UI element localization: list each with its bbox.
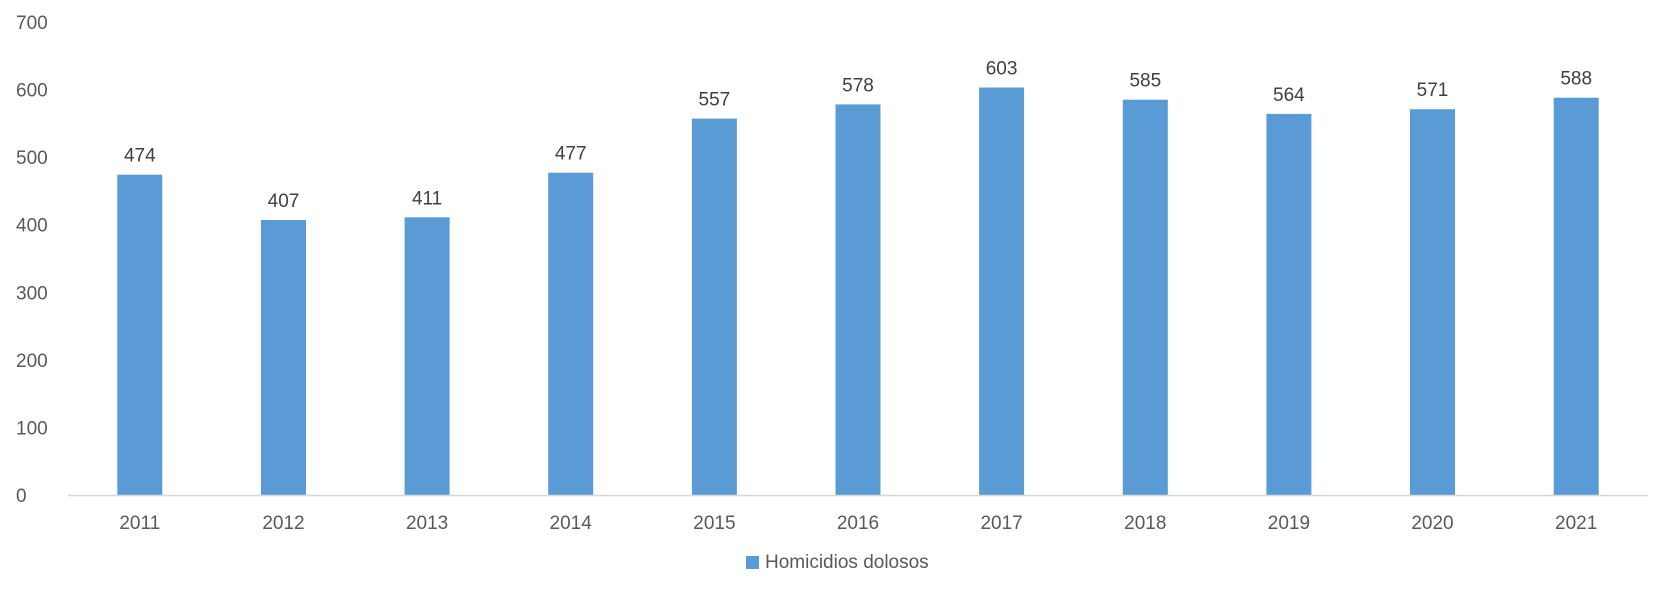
data-label: 411 [412, 188, 442, 209]
x-tick-label: 2015 [693, 513, 735, 534]
x-tick-label: 2011 [119, 513, 160, 534]
legend-swatch [746, 556, 759, 569]
bar[interactable] [979, 87, 1025, 496]
bar[interactable] [835, 104, 881, 496]
x-tick-label: 2020 [1411, 513, 1453, 534]
x-tick-label: 2014 [550, 513, 593, 534]
data-label: 578 [842, 75, 874, 96]
data-label: 588 [1560, 69, 1592, 90]
x-axis: 2011 2012 2013 2014 2015 2016 2017 2018 2019 2020… [119, 513, 1597, 534]
x-tick-label: 2018 [1124, 513, 1166, 534]
bar[interactable] [117, 174, 163, 495]
x-tick-label: 2017 [980, 513, 1022, 534]
bar[interactable] [1410, 109, 1455, 495]
bar[interactable] [1266, 113, 1312, 496]
bar-series: 474 407 411 477 557 578 603 585 564 571 588 [117, 59, 1599, 496]
x-tick-label: 2012 [262, 513, 304, 534]
x-tick-label: 2013 [406, 513, 448, 534]
y-tick-label: 100 [16, 418, 48, 439]
bar[interactable] [548, 172, 594, 495]
legend: Homicidios dolosos [746, 552, 929, 573]
data-label: 557 [699, 90, 731, 111]
bar[interactable] [404, 217, 450, 496]
data-label: 564 [1273, 85, 1305, 106]
data-label: 571 [1417, 80, 1449, 101]
y-tick-label: 400 [16, 216, 48, 237]
bar[interactable] [1553, 97, 1599, 495]
x-tick-label: 2019 [1268, 513, 1310, 534]
data-label: 603 [986, 59, 1018, 80]
x-tick-label: 2021 [1555, 513, 1597, 534]
y-tick-label: 600 [16, 81, 48, 102]
y-tick-label: 200 [16, 351, 48, 372]
data-label: 407 [268, 191, 300, 212]
data-label: 477 [555, 144, 587, 165]
y-tick-label: 500 [16, 148, 48, 169]
y-tick-label: 700 [16, 13, 48, 34]
data-label: 474 [124, 146, 156, 167]
bar[interactable] [261, 220, 306, 495]
y-axis: 0 100 200 300 400 500 600 700 [16, 13, 48, 507]
legend-label: Homicidios dolosos [765, 552, 929, 573]
data-label: 585 [1129, 71, 1161, 92]
y-tick-label: 0 [16, 486, 27, 507]
y-tick-label: 300 [16, 283, 48, 304]
bar[interactable] [1122, 99, 1168, 495]
bar[interactable] [691, 118, 737, 495]
x-tick-label: 2016 [837, 513, 879, 534]
